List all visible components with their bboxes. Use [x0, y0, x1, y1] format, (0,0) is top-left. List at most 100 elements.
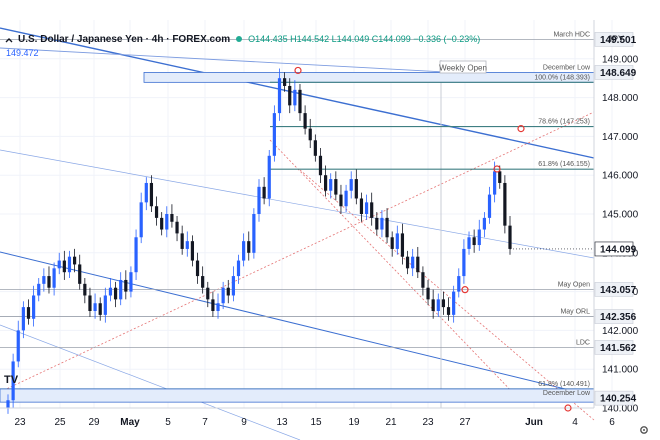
candle-body — [72, 256, 77, 265]
candle-body — [436, 299, 440, 311]
candle-body — [32, 295, 36, 319]
candle-body — [385, 217, 389, 238]
candle-body — [165, 214, 169, 230]
candle-body — [411, 256, 415, 269]
candle — [78, 254, 82, 290]
candle — [108, 278, 113, 302]
candle-body — [226, 287, 230, 296]
candle — [93, 293, 97, 319]
candle-body — [78, 264, 82, 284]
candle-body — [185, 241, 189, 249]
chart-header: U.S. Dollar / Japanese Yen · 4h · FOREX.… — [4, 34, 480, 45]
price-tick-label: 141.000 — [602, 365, 639, 376]
candle-body — [88, 295, 92, 311]
time-tick-label: 7 — [202, 417, 208, 428]
candle-body — [11, 361, 15, 401]
candle-body — [283, 78, 287, 86]
candle-body — [405, 256, 410, 269]
candle — [257, 179, 261, 222]
candle-body — [42, 276, 46, 284]
tradingview-logo[interactable]: TV — [4, 374, 19, 386]
level-label: LDC — [576, 339, 590, 346]
candle — [411, 248, 415, 277]
candle-body — [113, 287, 118, 300]
candle-body — [354, 179, 358, 199]
candle — [129, 266, 133, 298]
gear-icon[interactable] — [638, 424, 650, 436]
candle — [47, 266, 51, 294]
touch-marker — [294, 66, 302, 75]
candle-body — [129, 272, 133, 292]
time-tick-label: 19 — [348, 417, 360, 428]
candle-body — [170, 214, 174, 222]
candle-body — [216, 303, 220, 311]
candle-body — [298, 89, 302, 114]
candle — [503, 175, 507, 234]
collapse-icon[interactable] — [4, 36, 14, 46]
candle-body — [370, 202, 374, 218]
candle-body — [26, 307, 31, 319]
symbol-title[interactable]: U.S. Dollar / Japanese Yen · 4h · FOREX.… — [18, 34, 231, 45]
candle — [313, 134, 317, 162]
candle — [170, 204, 174, 228]
candle-body — [293, 89, 297, 106]
candle-body — [375, 217, 379, 230]
fib-trendline — [269, 139, 521, 401]
candle-body — [57, 260, 61, 269]
time-tick-label: 15 — [310, 417, 322, 428]
candle — [421, 266, 425, 296]
candle-body — [339, 194, 343, 207]
candle-body — [108, 287, 113, 296]
candle — [354, 169, 358, 205]
level-label: May Open — [558, 281, 590, 288]
price-tick-label: 147.000 — [602, 132, 639, 143]
candle — [446, 297, 451, 321]
price-tick-label: 149.000 — [602, 54, 639, 65]
candle-body — [139, 202, 143, 238]
candle-body — [277, 78, 282, 114]
candle — [467, 231, 471, 255]
price-axis: 140.000141.000142.000143.000144.000145.0… — [510, 20, 639, 415]
candle — [226, 279, 230, 304]
candle-body — [467, 237, 471, 249]
candle-body — [462, 248, 466, 277]
candle — [113, 281, 118, 308]
time-tick-label: 5 — [165, 417, 171, 428]
candle-body — [67, 256, 72, 273]
candle-body — [231, 276, 235, 296]
candle — [457, 268, 461, 298]
candle-body — [195, 260, 200, 277]
level-label: 78.6% (147.253) — [538, 119, 590, 126]
support-zone — [0, 388, 595, 403]
candle-body — [487, 194, 492, 218]
level-label: December Low — [543, 390, 591, 397]
candle — [72, 248, 77, 273]
resistance-zone — [143, 72, 595, 83]
weekly-open-box — [439, 60, 487, 74]
candle — [16, 320, 20, 368]
candle — [318, 148, 323, 183]
candle — [482, 212, 486, 238]
candle — [277, 68, 282, 121]
candle — [385, 208, 389, 244]
candle — [370, 192, 374, 226]
horizontal-levels: March HDC December Low 100.0% (148.393) 78.… — [0, 31, 595, 403]
candle-body — [190, 241, 195, 261]
candle — [364, 194, 369, 220]
candle-body — [175, 221, 179, 234]
candle-body — [359, 198, 364, 214]
trendline — [0, 27, 595, 159]
candle — [175, 215, 179, 242]
candle-body — [349, 179, 353, 191]
candle — [83, 278, 87, 304]
candle — [190, 235, 195, 267]
time-tick-label: Jun — [525, 417, 543, 428]
time-tick-label: 25 — [54, 417, 66, 428]
candle — [37, 278, 41, 302]
candle-body — [364, 202, 369, 214]
candle-body — [313, 140, 317, 156]
candle — [201, 266, 205, 294]
candle-body — [154, 206, 159, 218]
trendline — [0, 251, 595, 397]
